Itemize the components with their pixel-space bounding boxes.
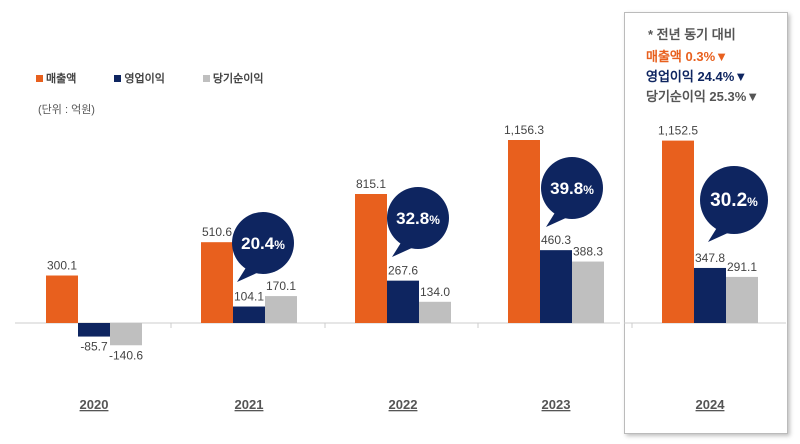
data-label: -85.7 <box>80 340 108 354</box>
data-label: 170.1 <box>266 279 296 293</box>
year-label: 2020 <box>80 397 109 412</box>
margin-label: 39.8% <box>550 179 594 198</box>
bar-2020-0 <box>46 275 78 323</box>
data-label: 347.8 <box>695 251 725 265</box>
data-label: 104.1 <box>234 290 264 304</box>
margin-label: 20.4% <box>241 234 285 253</box>
margin-bubble <box>541 157 603 219</box>
yoy-operating-profit: 영업이익 24.4%▼ <box>646 69 748 84</box>
year-label: 2024 <box>696 397 726 412</box>
data-label: 510.6 <box>202 225 232 239</box>
yoy-highlight-box <box>624 12 788 434</box>
year-label: 2023 <box>542 397 571 412</box>
bar-2020-2 <box>110 323 142 346</box>
bar-2021-1 <box>233 306 265 323</box>
yoy-net-income: 당기순이익 25.3%▼ <box>646 89 760 104</box>
unit-label: (단위 : 억원) <box>38 104 95 116</box>
year-label: 2021 <box>235 397 264 412</box>
data-label: 300.1 <box>47 259 77 273</box>
bar-2023-1 <box>540 250 572 323</box>
yoy-sales: 매출액 0.3%▼ <box>646 49 728 64</box>
bar-2024-1 <box>694 267 726 323</box>
margin-label: 30.2% <box>710 190 758 211</box>
bar-2021-0 <box>201 242 233 323</box>
data-label: 460.3 <box>541 233 571 247</box>
bar-2023-0 <box>508 140 540 323</box>
data-label: 815.1 <box>356 177 386 191</box>
legend-item-net-income: 당기순이익 <box>202 70 264 86</box>
legend-label: 영업이익 <box>124 73 165 85</box>
data-label: 1,156.3 <box>504 123 544 137</box>
legend-item-operating-profit: 영업이익 <box>114 70 165 86</box>
bar-2022-0 <box>355 193 387 323</box>
legend-label: 당기순이익 <box>212 73 264 85</box>
margin-label: 32.8% <box>396 209 440 228</box>
margin-bubble <box>387 187 449 249</box>
bar-2023-2 <box>572 261 604 323</box>
data-label: -140.6 <box>109 348 143 362</box>
margin-bubble <box>232 212 294 274</box>
yoy-title: * 전년 동기 대비 <box>648 27 736 42</box>
legend: 매출액 영업이익 당기순이익 <box>36 70 301 86</box>
data-label: 134.0 <box>420 285 450 299</box>
data-label: 291.1 <box>727 260 757 274</box>
margin-bubble <box>700 166 768 234</box>
bar-2020-1 <box>78 323 110 337</box>
data-label: 1,152.5 <box>658 124 698 138</box>
bar-2021-2 <box>265 296 297 323</box>
bar-2024-0 <box>662 140 694 323</box>
data-label: 267.6 <box>388 264 418 278</box>
bar-2022-2 <box>419 301 451 323</box>
bar-2024-2 <box>726 276 758 323</box>
legend-label: 매출액 <box>46 73 77 85</box>
year-label: 2022 <box>389 397 418 412</box>
data-label: 388.3 <box>573 245 603 259</box>
legend-item-sales: 매출액 <box>36 70 76 86</box>
bar-2022-1 <box>387 280 419 323</box>
